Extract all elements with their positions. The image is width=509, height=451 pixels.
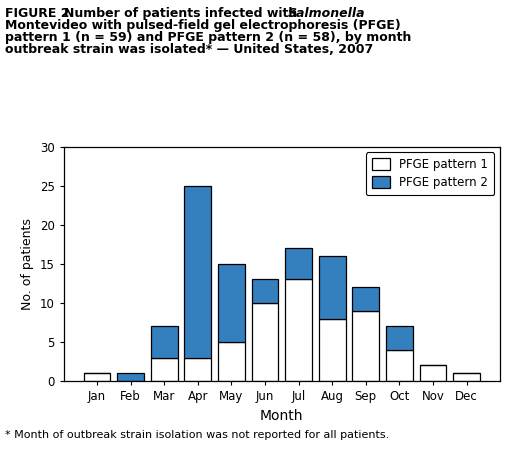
Bar <box>285 280 312 381</box>
Text: Salmonella: Salmonella <box>288 7 365 20</box>
Bar <box>251 303 278 381</box>
Bar <box>151 358 177 381</box>
X-axis label: Month: Month <box>260 409 303 423</box>
Text: Montevideo with pulsed-field gel electrophoresis (PFGE): Montevideo with pulsed-field gel electro… <box>5 19 400 32</box>
Bar <box>217 264 244 342</box>
Bar <box>184 358 211 381</box>
Text: * Month of outbreak strain isolation was not reported for all patients.: * Month of outbreak strain isolation was… <box>5 430 388 440</box>
Text: pattern 1 (n = 59) and PFGE pattern 2 (n = 58), by month: pattern 1 (n = 59) and PFGE pattern 2 (n… <box>5 31 411 44</box>
Bar <box>151 327 177 358</box>
Bar <box>83 373 110 381</box>
Text: outbreak strain was isolated* — United States, 2007: outbreak strain was isolated* — United S… <box>5 43 373 56</box>
Bar <box>419 365 445 381</box>
Bar <box>184 186 211 358</box>
Bar <box>352 287 379 311</box>
Bar <box>452 373 479 381</box>
Bar <box>318 318 345 381</box>
Text: FIGURE 2.: FIGURE 2. <box>5 7 74 20</box>
Bar <box>251 280 278 303</box>
Bar <box>285 248 312 280</box>
Legend: PFGE pattern 1, PFGE pattern 2: PFGE pattern 1, PFGE pattern 2 <box>365 152 493 195</box>
Bar <box>352 311 379 381</box>
Y-axis label: No. of patients: No. of patients <box>21 218 34 310</box>
Bar <box>217 342 244 381</box>
Bar <box>318 256 345 318</box>
Bar <box>117 373 144 381</box>
Bar <box>385 350 412 381</box>
Text: Number of patients infected with: Number of patients infected with <box>64 7 296 20</box>
Bar <box>385 327 412 350</box>
